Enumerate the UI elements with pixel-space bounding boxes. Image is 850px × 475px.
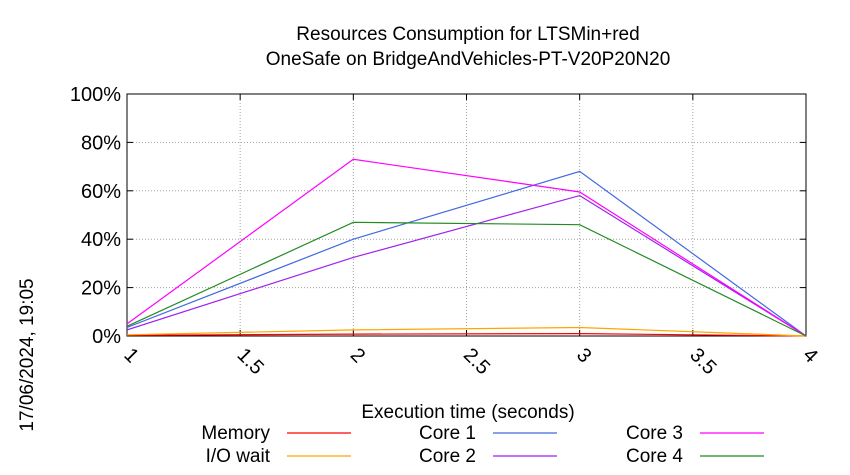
series-line-i-o-wait: [126, 326, 807, 337]
legend-label: Core 1: [419, 423, 476, 444]
timestamp-label: 17/06/2024, 19:05: [17, 278, 38, 431]
y-tick-label: 60%: [81, 181, 121, 203]
x-tick-label: 2: [346, 344, 369, 367]
x-tick-label: 4: [798, 344, 821, 367]
y-tick-label: 20%: [81, 278, 121, 300]
grid-lines: [127, 94, 806, 336]
legend-label: I/O wait: [206, 446, 271, 467]
chart-title-line1: Resources Consumption for LTSMin+red: [296, 24, 639, 45]
series-line-core-3: [126, 158, 807, 337]
series-line-memory: [126, 332, 807, 337]
y-tick-label: 0%: [92, 326, 121, 348]
series-line-core-4: [126, 221, 807, 337]
x-axis-label: Execution time (seconds): [361, 402, 574, 423]
legend-label: Core 4: [626, 446, 683, 467]
y-tick-label: 80%: [81, 132, 121, 154]
x-tick-label: 1: [119, 344, 142, 367]
y-axis-ticks: 0% 20% 40% 60% 80% 100%: [70, 84, 806, 348]
y-tick-label: 40%: [81, 229, 121, 251]
legend-label: Memory: [201, 423, 270, 444]
x-tick-label: 3.5: [685, 344, 720, 379]
series-line-core-2: [126, 194, 807, 337]
x-tick-label: 1.5: [233, 344, 268, 379]
legend-label: Core 2: [419, 446, 476, 467]
y-tick-label: 100%: [70, 84, 121, 106]
legend-label: Core 3: [626, 423, 683, 444]
x-tick-label: 3: [572, 344, 595, 367]
series-lines: [126, 158, 807, 337]
series-line-core-1: [126, 170, 807, 337]
x-tick-label: 2.5: [459, 344, 494, 379]
chart-title-line2: OneSafe on BridgeAndVehicles-PT-V20P20N2…: [266, 49, 671, 70]
